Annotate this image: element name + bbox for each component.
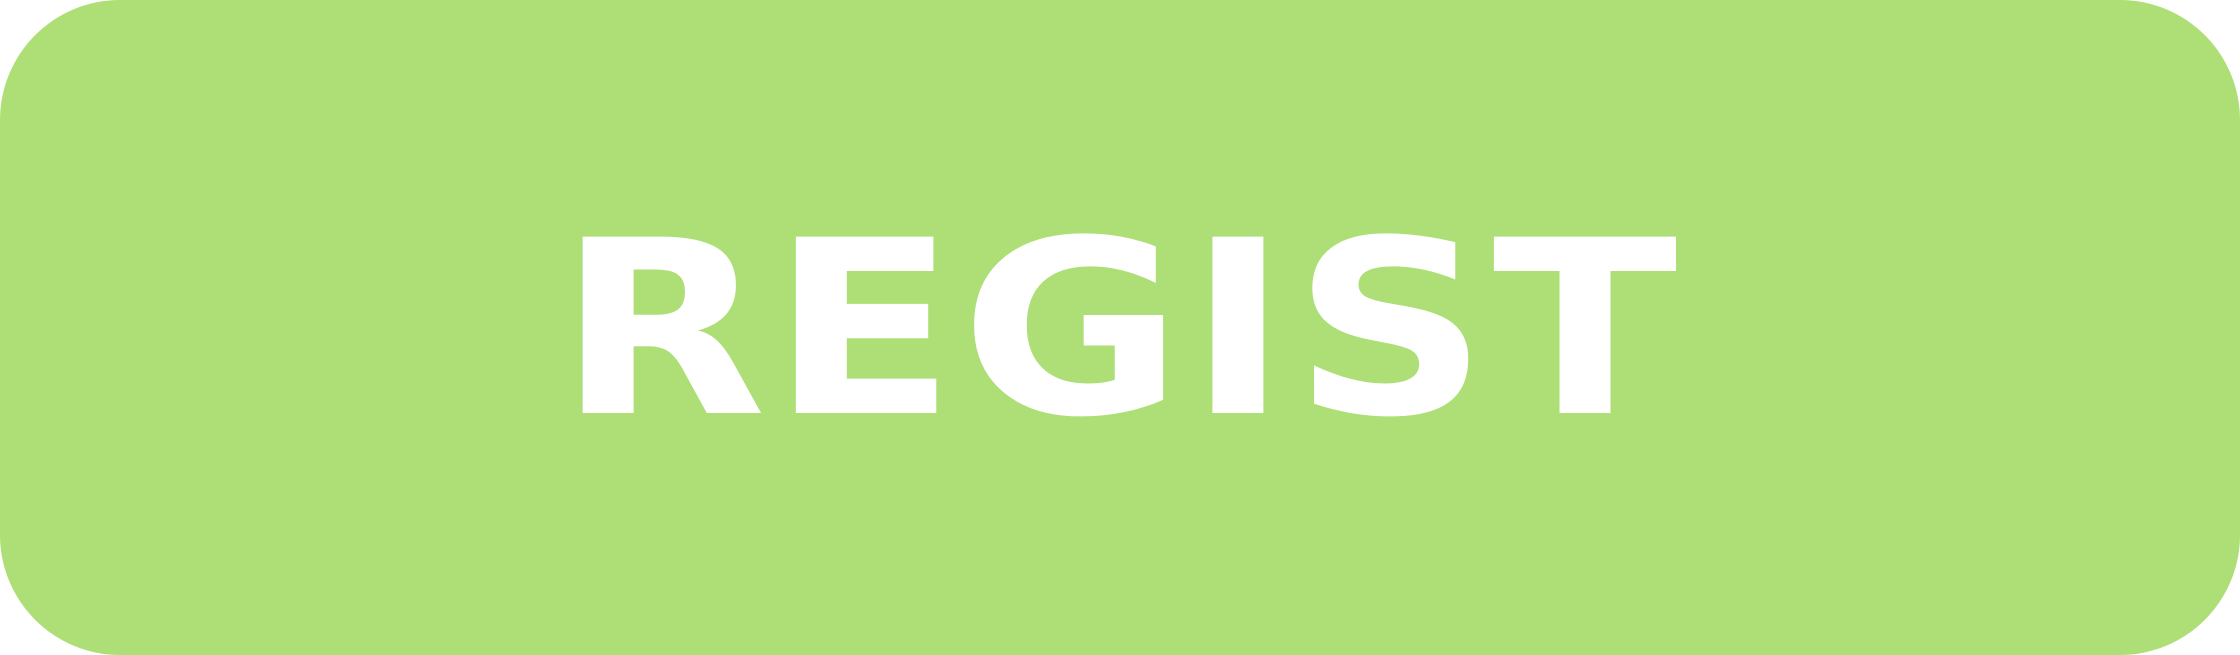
- regist-button-label: REGIST: [557, 188, 1683, 471]
